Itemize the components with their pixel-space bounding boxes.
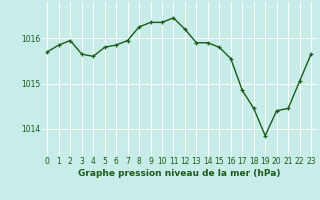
- X-axis label: Graphe pression niveau de la mer (hPa): Graphe pression niveau de la mer (hPa): [78, 169, 280, 178]
